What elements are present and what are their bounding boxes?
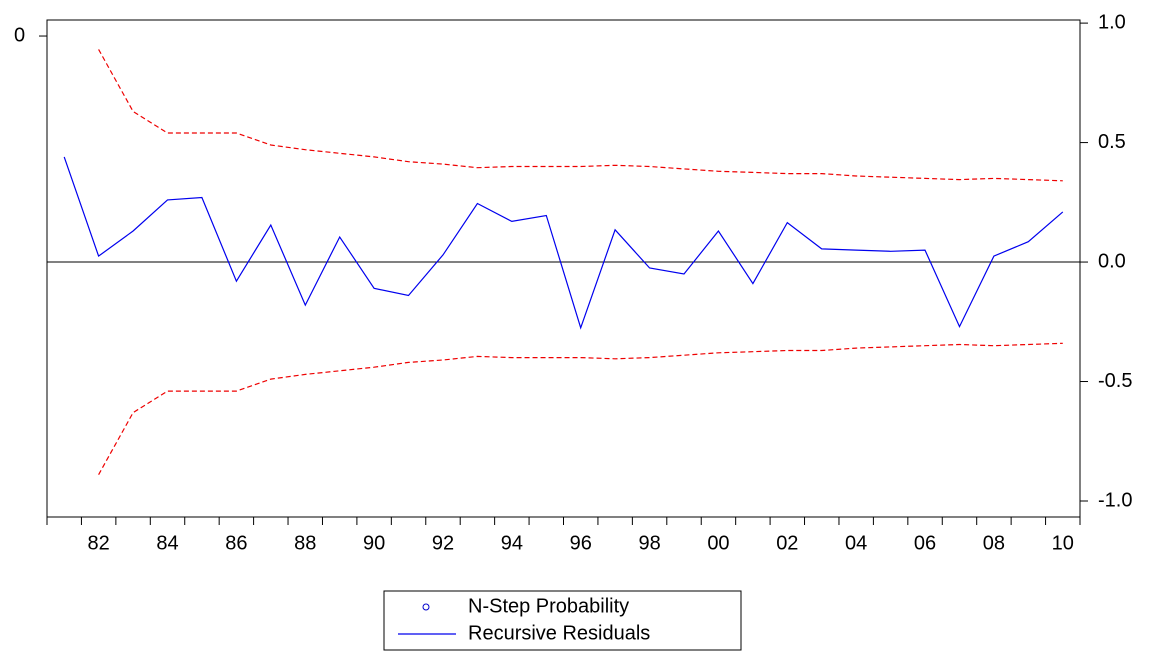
x-tick-label: 02 <box>776 532 798 554</box>
x-tick-label: 92 <box>432 532 454 554</box>
y-tick-label: -0.5 <box>1098 370 1132 392</box>
legend-label: N-Step Probability <box>468 595 629 617</box>
y2-tick-label: 0 <box>14 24 25 46</box>
x-tick-label: 98 <box>638 532 660 554</box>
x-tick-label: 06 <box>914 532 936 554</box>
plot-frame <box>46 19 1081 518</box>
series-line <box>98 49 1063 182</box>
series-line <box>63 156 1064 330</box>
x-tick-label: 88 <box>294 532 316 554</box>
series-line <box>98 342 1063 475</box>
y-tick-label: -1.0 <box>1098 489 1132 511</box>
x-tick-label: 86 <box>225 532 247 554</box>
x-tick-label: 08 <box>983 532 1005 554</box>
x-tick-label: 04 <box>845 532 867 554</box>
y-tick-label: 1.0 <box>1098 11 1126 33</box>
y-tick-label: 0.0 <box>1098 250 1126 272</box>
legend-marker <box>422 603 430 611</box>
x-tick-label: 94 <box>501 532 523 554</box>
legend-box <box>383 590 742 651</box>
x-tick-label: 90 <box>363 532 385 554</box>
x-tick-label: 82 <box>88 532 110 554</box>
y-tick-label: 0.5 <box>1098 131 1126 153</box>
legend-label: Recursive Residuals <box>468 622 650 644</box>
x-tick-label: 96 <box>570 532 592 554</box>
x-tick-label: 10 <box>1052 532 1074 554</box>
x-tick-label: 00 <box>707 532 729 554</box>
x-tick-label: 84 <box>156 532 178 554</box>
